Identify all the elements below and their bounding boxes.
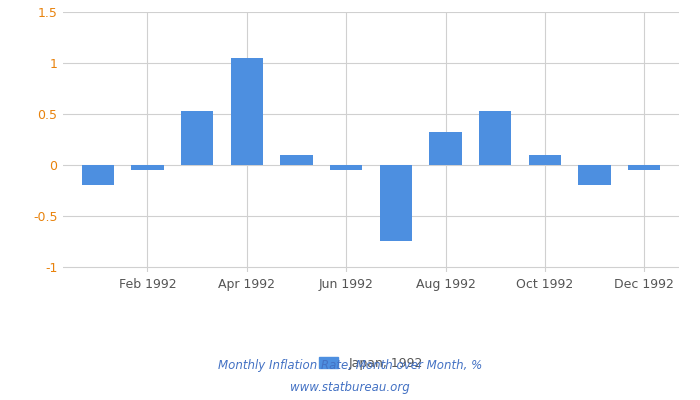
- Bar: [578, 165, 610, 185]
- Bar: [479, 111, 511, 165]
- Text: www.statbureau.org: www.statbureau.org: [290, 382, 410, 394]
- Bar: [429, 132, 462, 165]
- Bar: [231, 58, 263, 165]
- Bar: [82, 165, 114, 185]
- Bar: [628, 165, 660, 170]
- Bar: [528, 155, 561, 165]
- Text: Monthly Inflation Rate, Month over Month, %: Monthly Inflation Rate, Month over Month…: [218, 360, 482, 372]
- Bar: [280, 155, 313, 165]
- Bar: [181, 111, 214, 165]
- Bar: [379, 165, 412, 242]
- Bar: [132, 165, 164, 170]
- Legend: Japan, 1992: Japan, 1992: [314, 352, 428, 375]
- Bar: [330, 165, 363, 170]
